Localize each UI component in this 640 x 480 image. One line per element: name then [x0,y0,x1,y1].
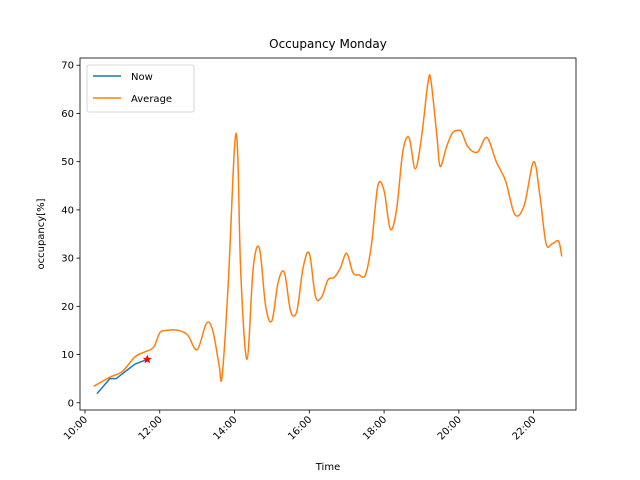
current-point-star-marker [142,354,152,364]
plot-frame [79,57,577,411]
chart-title: Occupancy Monday [269,37,387,51]
y-tick-label: 50 [61,157,74,168]
y-tick-label: 70 [61,61,74,72]
y-tick-label: 40 [61,205,74,216]
series-line-now [96,358,149,395]
plot-area [93,74,563,395]
y-tick-label: 20 [61,302,74,313]
y-tick-label: 10 [61,350,74,361]
legend-label-average: Average [131,94,172,105]
legend: Now Average [86,64,195,113]
x-axis-label: Time [315,462,340,473]
y-tick-label: 0 [68,398,74,409]
legend-label-now: Now [131,72,153,83]
series-line-average [93,74,563,387]
y-axis-label: occupancy[%] [36,198,47,269]
y-tick-label: 30 [61,254,74,265]
y-tick-label: 60 [61,109,74,120]
